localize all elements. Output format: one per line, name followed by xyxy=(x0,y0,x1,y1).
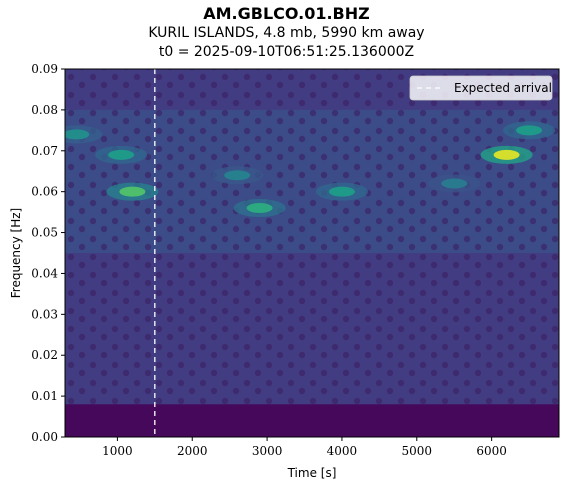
x-tick-label: 5000 xyxy=(402,444,433,458)
y-tick-label: 0.02 xyxy=(31,348,58,362)
chart-title: AM.GBLCO.01.BHZ xyxy=(203,4,370,23)
heatmap-hotspot-core xyxy=(516,125,543,136)
y-tick-label: 0.00 xyxy=(31,430,58,444)
overlay-layer: Expected arrival xyxy=(154,69,553,437)
heatmap-layer xyxy=(65,69,559,437)
x-tick-label: 6000 xyxy=(476,444,507,458)
x-tick-label: 4000 xyxy=(327,444,358,458)
heatmap-hotspot-core xyxy=(246,203,273,214)
y-tick-label: 0.07 xyxy=(31,144,58,158)
legend-box xyxy=(409,75,553,101)
speckle-texture xyxy=(65,69,559,405)
heatmap-hotspot-core xyxy=(441,178,468,189)
x-axis-label: Time [s] xyxy=(287,466,337,480)
heatmap-hotspot-core xyxy=(119,186,146,197)
heatmap-hotspot-core xyxy=(65,129,90,140)
chart-subtitle: KURIL ISLANDS, 4.8 mb, 5990 km away xyxy=(148,25,425,41)
axes: 0.00 0.01 0.02 0.03 0.04 0.05 0.06 0.07 0.08 0.09… xyxy=(9,62,560,480)
y-tick-label: 0.06 xyxy=(31,185,58,199)
y-tick-label: 0.08 xyxy=(31,103,58,117)
title-block: AM.GBLCO.01.BHZ KURIL ISLANDS, 4.8 mb, 5… xyxy=(0,3,573,62)
heatmap-hotspot-core xyxy=(493,149,520,160)
heatmap-hotspot-core xyxy=(328,186,355,197)
x-tick-label: 1000 xyxy=(102,444,133,458)
y-tick-label: 0.04 xyxy=(31,266,58,280)
x-tick-label: 3000 xyxy=(252,444,283,458)
y-tick-label: 0.01 xyxy=(31,389,58,403)
y-tick-label: 0.09 xyxy=(31,62,58,76)
legend-label: Expected arrival xyxy=(454,81,552,95)
y-axis-label: Frequency [Hz] xyxy=(9,208,23,299)
heatmap-hotspot-core xyxy=(224,170,251,181)
heatmap-hotspot-core xyxy=(108,149,135,160)
legend: Expected arrival xyxy=(409,75,553,101)
y-tick-label: 0.05 xyxy=(31,226,58,240)
low-frequency-band xyxy=(65,404,559,437)
y-tick-label: 0.03 xyxy=(31,307,58,321)
plot-frame xyxy=(64,68,560,438)
chart-subtitle-time: t0 = 2025-09-10T06:51:25.136000Z xyxy=(158,44,415,60)
x-tick-label: 2000 xyxy=(177,444,208,458)
